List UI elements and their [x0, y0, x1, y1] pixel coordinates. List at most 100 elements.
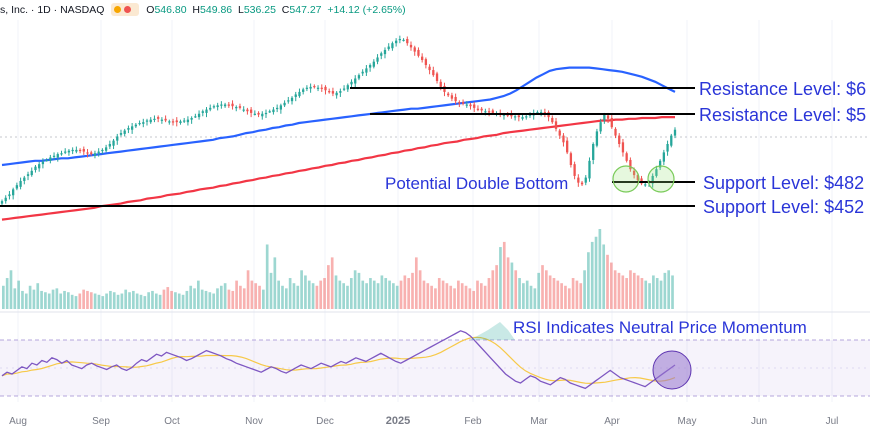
candle-body	[272, 109, 275, 113]
candle-body	[439, 81, 442, 87]
volume-bar	[445, 283, 449, 309]
candle-body	[264, 112, 268, 115]
candle-body	[476, 108, 480, 110]
volume-bar	[311, 283, 315, 309]
volume-bar	[529, 285, 533, 309]
volume-bar	[606, 254, 609, 309]
ma200-line	[1, 115, 675, 221]
candle-body	[49, 157, 52, 161]
volume-bar	[575, 280, 579, 309]
resistance-label-1: Resistance Level: $6	[699, 79, 866, 99]
candle-body	[458, 102, 461, 104]
volume-bar	[242, 288, 246, 309]
candle-body	[662, 152, 665, 162]
volume-bar	[522, 283, 525, 309]
candle-body	[592, 144, 595, 160]
candle-body	[632, 170, 636, 176]
candle-body	[447, 93, 450, 96]
volume-bar	[502, 241, 506, 309]
change-value: +14.12 (+2.65%)	[327, 3, 406, 16]
volume-bar	[487, 278, 491, 309]
candle-body	[123, 130, 126, 134]
rsi-highlight-circle	[652, 350, 692, 390]
volume-bar	[330, 257, 334, 309]
candle-body	[551, 117, 554, 123]
volume-bar	[74, 296, 78, 309]
candle-body	[134, 124, 138, 127]
volume-bar	[384, 278, 388, 309]
volume-bar	[235, 280, 238, 309]
volume-bar	[296, 285, 300, 309]
candle-body	[82, 149, 85, 152]
volume-bar	[212, 293, 215, 309]
candle-body	[153, 118, 156, 120]
candle-body	[168, 121, 171, 123]
volume-bar	[629, 270, 632, 309]
x-tick-label: Jul	[826, 416, 839, 427]
volume-bar	[59, 293, 63, 309]
candle-body	[636, 175, 639, 181]
volume-bar	[281, 285, 284, 309]
candle-body	[417, 49, 420, 56]
volume-bar	[537, 272, 541, 309]
volume-bar	[372, 280, 376, 309]
candle-body	[670, 135, 673, 146]
candle-body	[339, 91, 342, 93]
volume-bar	[567, 288, 571, 309]
candle-body	[249, 109, 253, 113]
candle-body	[179, 121, 182, 123]
candle-body	[157, 117, 160, 119]
high-value: 549.86	[200, 3, 233, 16]
candle-body	[487, 111, 491, 113]
low-value: 536.25	[243, 3, 276, 16]
candle-body	[614, 128, 617, 136]
volume-bar	[625, 278, 628, 309]
candle-body	[23, 177, 26, 181]
volume-bar	[277, 280, 280, 309]
volume-bar	[349, 278, 353, 309]
candle-body	[212, 106, 216, 108]
volume-bar	[70, 294, 74, 309]
volume-bar	[246, 270, 250, 309]
candle-body	[205, 109, 208, 113]
flag-badge[interactable]	[111, 3, 140, 16]
x-tick-label: Mar	[530, 416, 548, 427]
candle-body	[112, 140, 115, 146]
volume-bar	[552, 278, 556, 309]
candle-body	[387, 46, 390, 50]
chart-header: s, Inc. · 1D · NASDAQ O546.80 H549.86 L5…	[0, 3, 406, 19]
volume-bar	[430, 285, 433, 309]
volume-bar	[28, 285, 32, 309]
candle-body	[242, 109, 245, 111]
volume-bar	[97, 294, 101, 309]
candle-body	[588, 160, 591, 179]
volume-bar	[47, 293, 51, 309]
volume-bar	[525, 280, 529, 309]
candle-body	[90, 152, 93, 155]
volume-bar	[464, 285, 468, 309]
candle-body	[394, 40, 398, 44]
candle-body	[342, 88, 346, 90]
candle-body	[365, 68, 368, 73]
candle-body	[372, 61, 375, 67]
candle-body	[41, 161, 45, 165]
volume-bar	[583, 270, 586, 309]
volume-bar	[376, 283, 380, 309]
candle-body	[12, 189, 15, 196]
volume-bar	[518, 278, 521, 309]
candle-body	[357, 75, 361, 79]
volume-bar	[265, 244, 269, 309]
candle-body	[294, 94, 297, 97]
candles	[0, 35, 677, 206]
volume-bar	[166, 287, 170, 309]
volume-bar	[128, 292, 131, 309]
candle-body	[629, 159, 632, 170]
volume-bar	[78, 293, 82, 309]
volume-bar	[2, 285, 5, 309]
rsi-panel	[0, 322, 870, 397]
volume-bar	[288, 278, 292, 309]
x-axis: Aug Sep Oct Nov Dec 2025 Feb Mar Apr May Jun Jul	[9, 415, 838, 427]
volume-bar	[644, 280, 648, 309]
close-label: C	[281, 3, 290, 16]
